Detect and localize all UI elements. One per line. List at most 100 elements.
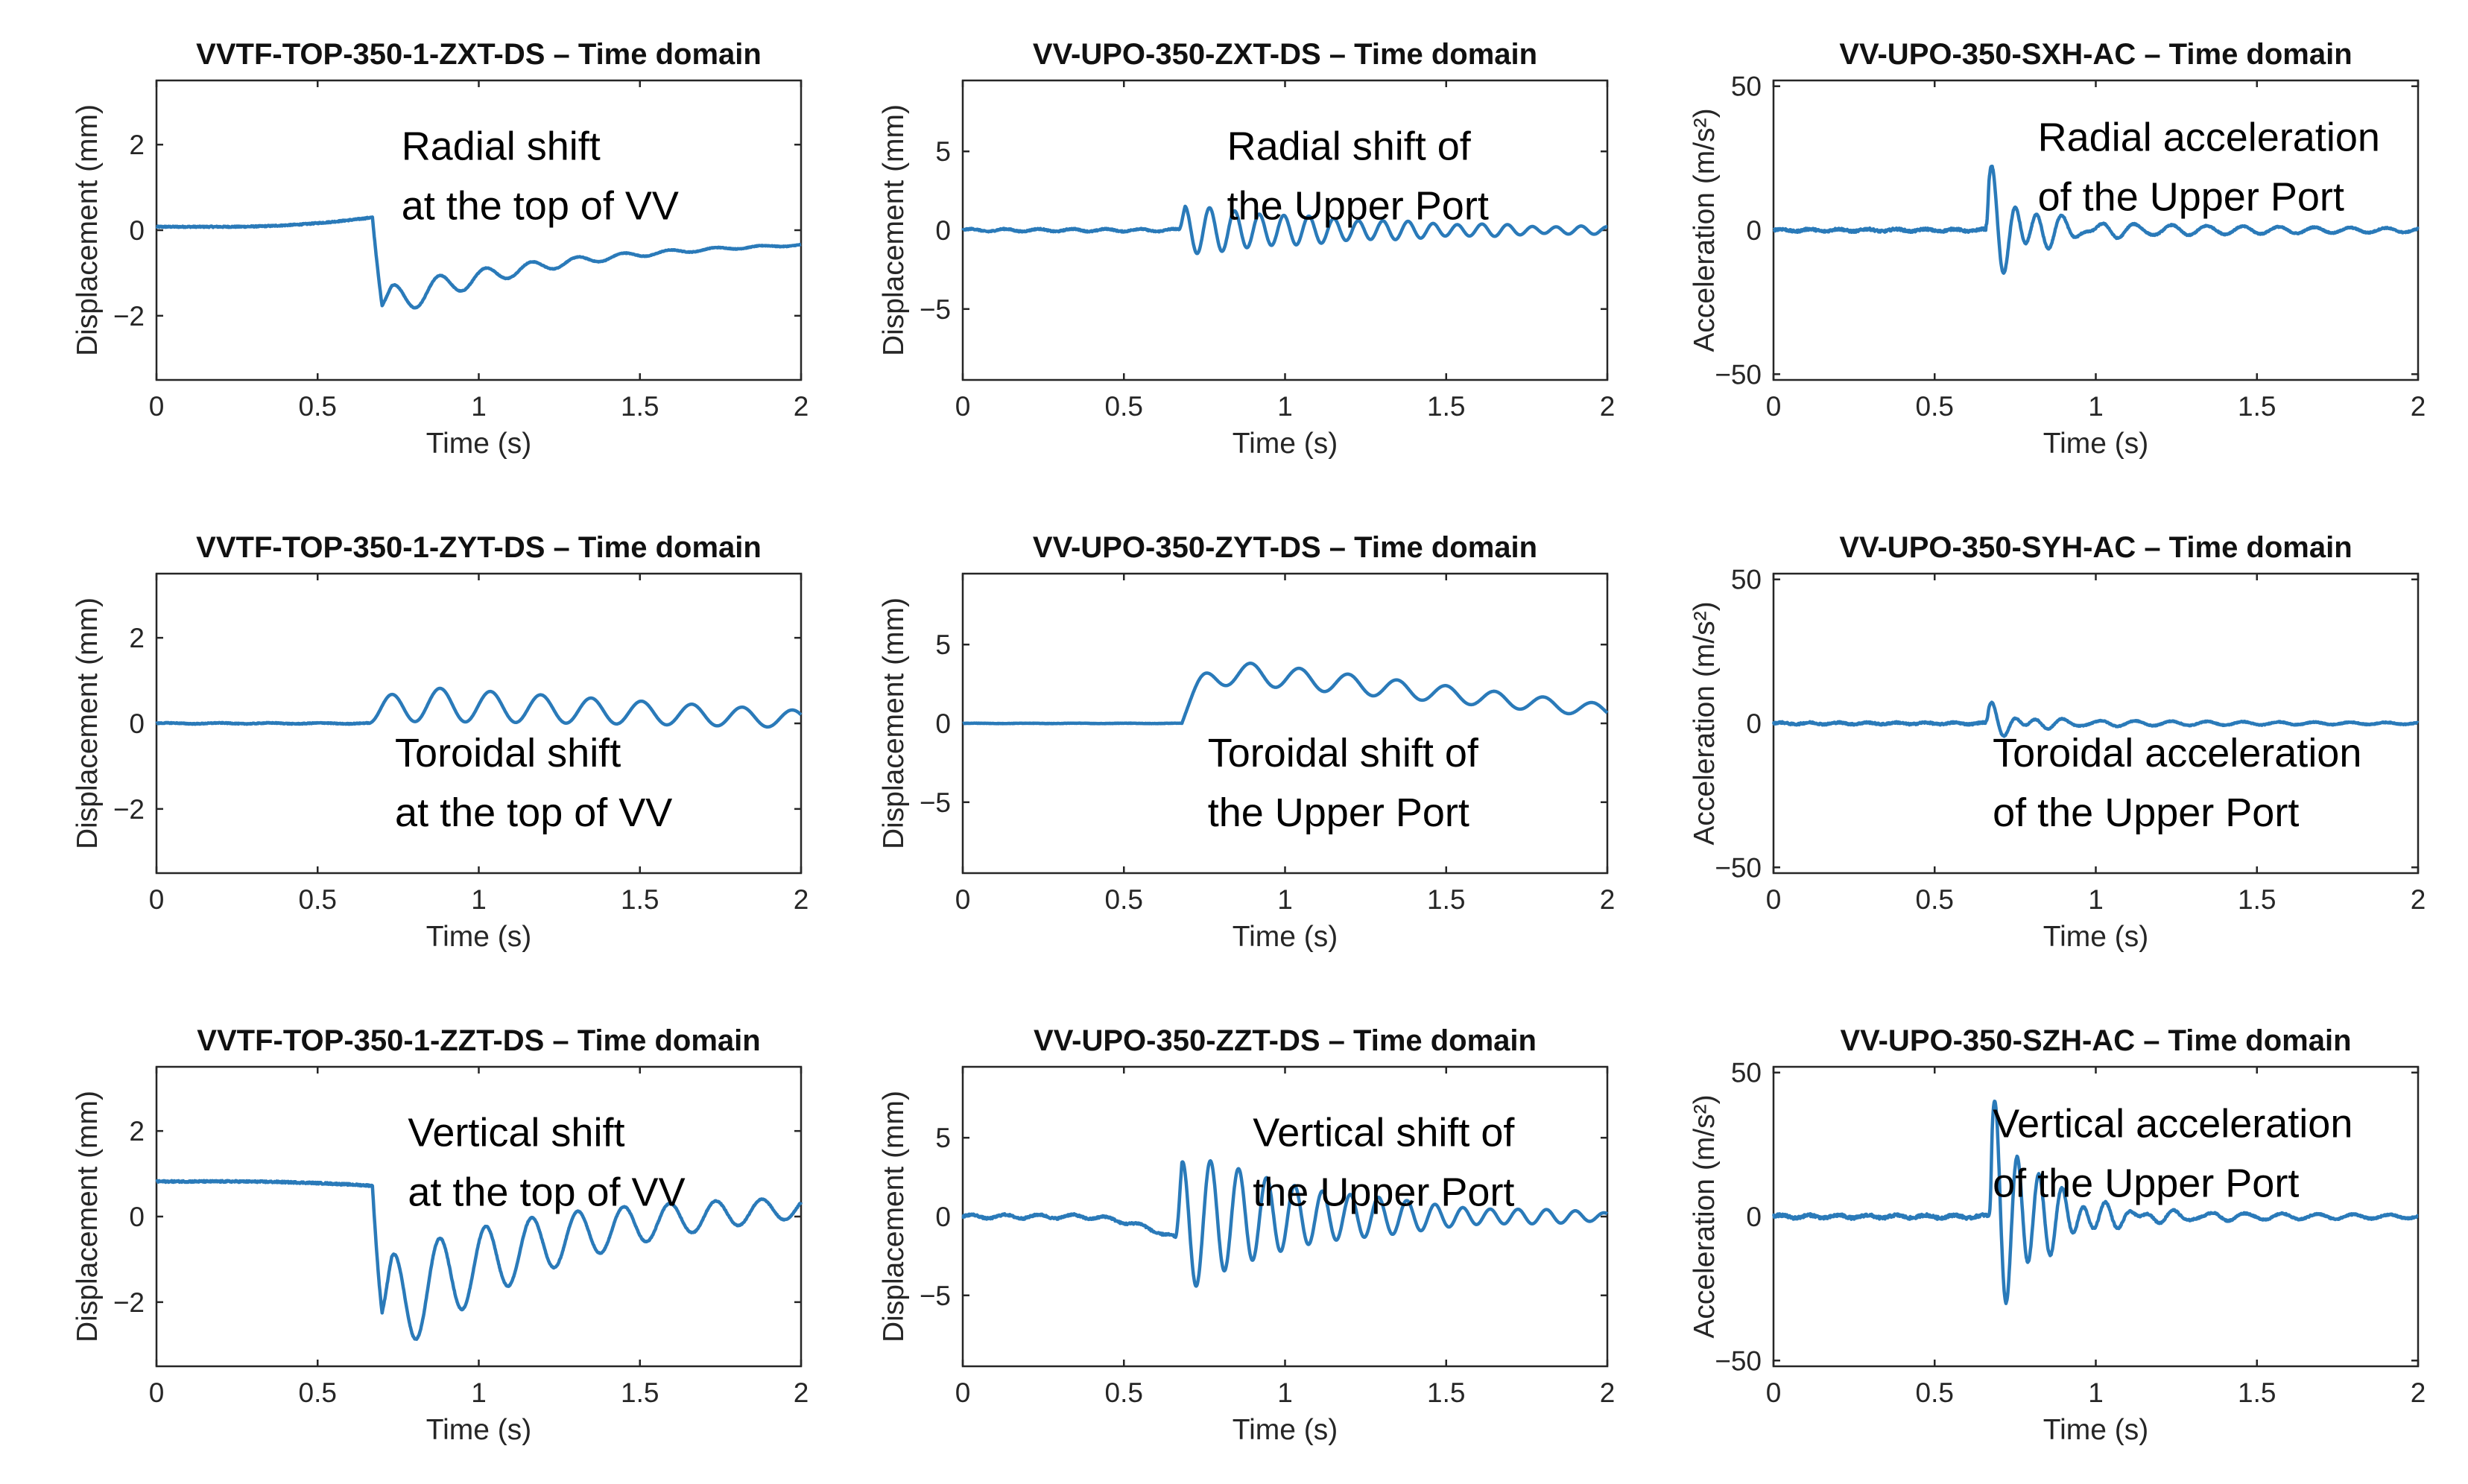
x-axis-label: Time (s) <box>1233 1414 1338 1446</box>
x-tick-label: 0 <box>955 884 971 915</box>
x-tick-label: 0.5 <box>299 391 337 422</box>
y-tick-label: 0 <box>129 708 145 739</box>
panel-4: VVTF-TOP-350-1-ZYT-DS – Time domain 0 0.5 1… <box>72 531 809 953</box>
annotation-line: Vertical shift <box>408 1110 624 1155</box>
x-tick-label: 0 <box>955 1377 971 1408</box>
data-series-line <box>155 686 803 729</box>
annotation-line: the Upper Port <box>1253 1170 1514 1214</box>
y-tick-label: 0 <box>1746 708 1762 739</box>
x-tick-label: 2 <box>794 884 809 915</box>
y-axis-label: Displacement (mm) <box>878 597 910 849</box>
x-axis-label: Time (s) <box>2043 1414 2149 1446</box>
annotation-line: Radial acceleration <box>2038 115 2380 159</box>
y-tick-label: 5 <box>935 1123 951 1153</box>
y-tick-label: −2 <box>113 1287 145 1318</box>
x-tick-label: 0.5 <box>1916 884 1954 915</box>
annotation-line: Vertical shift of <box>1253 1110 1515 1155</box>
x-axis-label: Time (s) <box>426 921 532 953</box>
annotation-line: Radial shift of <box>1227 124 1472 168</box>
plot-area <box>155 1065 803 1368</box>
chart-title: VV-UPO-350-ZYT-DS – Time domain <box>1033 531 1537 564</box>
y-tick-label: −50 <box>1715 852 1762 883</box>
x-axis-label: Time (s) <box>1233 428 1338 460</box>
x-tick-label: 1.5 <box>621 391 659 422</box>
x-tick-label: 1 <box>471 1377 487 1408</box>
panel-2: VV-UPO-350-ZXT-DS – Time domain 0 0.5 1 1.5 2… <box>878 38 1615 460</box>
x-tick-label: 0 <box>149 884 165 915</box>
data-series-line <box>961 1158 1609 1288</box>
x-tick-label: 0 <box>955 391 971 422</box>
x-tick-label: 2 <box>1600 1377 1616 1408</box>
chart-title: VVTF-TOP-350-1-ZYT-DS – Time domain <box>196 531 762 564</box>
x-tick-label: 2 <box>1600 884 1616 915</box>
y-tick-label: −5 <box>920 787 951 818</box>
annotation-line: of the Upper Port <box>1993 790 2299 835</box>
annotation-line: of the Upper Port <box>1993 1161 2299 1205</box>
x-tick-label: 1 <box>471 884 487 915</box>
y-tick-label: 0 <box>935 215 951 246</box>
x-tick-label: 0 <box>149 1377 165 1408</box>
y-tick-label: 0 <box>1746 1202 1762 1232</box>
y-axis-label: Acceleration (m/s²) <box>1689 1094 1721 1338</box>
y-axis-label: Displacement (mm) <box>878 104 910 356</box>
x-tick-label: 0 <box>1766 391 1782 422</box>
x-axis-label: Time (s) <box>1233 921 1338 953</box>
y-tick-label: 50 <box>1731 72 1762 102</box>
y-tick-label: 0 <box>129 215 145 246</box>
annotation-line: Toroidal acceleration <box>1993 731 2361 776</box>
chart-title: VV-UPO-350-SXH-AC – Time domain <box>1839 38 2352 71</box>
chart-title: VV-UPO-350-ZXT-DS – Time domain <box>1033 38 1537 71</box>
x-tick-label: 0.5 <box>1916 391 1954 422</box>
x-tick-label: 2 <box>2411 1377 2426 1408</box>
data-series-line <box>155 1179 803 1341</box>
panel-7: VVTF-TOP-350-1-ZZT-DS – Time domain 0 0.5 1… <box>72 1024 809 1446</box>
chart-title: VV-UPO-350-ZZT-DS – Time domain <box>1034 1024 1537 1057</box>
x-tick-label: 1 <box>2088 391 2104 422</box>
y-tick-label: 0 <box>935 708 951 739</box>
x-tick-label: 2 <box>2411 884 2426 915</box>
x-tick-label: 0 <box>149 391 165 422</box>
x-tick-label: 2 <box>794 391 809 422</box>
x-tick-label: 2 <box>794 1377 809 1408</box>
panel-3: VV-UPO-350-SXH-AC – Time domain 0 0.5 1 1.5 2… <box>1689 38 2426 460</box>
annotation-line: Vertical acceleration <box>1993 1101 2352 1146</box>
y-tick-label: 50 <box>1731 1058 1762 1088</box>
x-axis-label: Time (s) <box>426 1414 532 1446</box>
y-tick-label: −5 <box>920 1281 951 1311</box>
x-tick-label: 0 <box>1766 884 1782 915</box>
x-tick-label: 2 <box>1600 391 1616 422</box>
annotation-line: Radial shift <box>402 124 601 168</box>
y-axis-label: Displacement (mm) <box>72 104 104 356</box>
x-tick-label: 0.5 <box>1916 1377 1954 1408</box>
data-series-line <box>961 204 1609 256</box>
y-tick-label: 2 <box>129 1116 145 1147</box>
y-tick-label: 2 <box>129 623 145 653</box>
x-tick-label: 1.5 <box>2238 1377 2276 1408</box>
data-series-line <box>961 662 1609 726</box>
x-tick-label: 1 <box>2088 1377 2104 1408</box>
chart-title: VVTF-TOP-350-1-ZZT-DS – Time domain <box>197 1024 760 1057</box>
x-tick-label: 0.5 <box>299 1377 337 1408</box>
x-axis-label: Time (s) <box>2043 921 2149 953</box>
panel-6: VV-UPO-350-SYH-AC – Time domain 0 0.5 1 1.5 2… <box>1689 531 2426 953</box>
x-tick-label: 0.5 <box>299 884 337 915</box>
x-tick-label: 2 <box>2411 391 2426 422</box>
y-tick-label: −2 <box>113 794 145 825</box>
y-axis-label: Acceleration (m/s²) <box>1689 601 1721 845</box>
chart-title: VV-UPO-350-SZH-AC – Time domain <box>1840 1024 2351 1057</box>
x-tick-label: 1.5 <box>2238 884 2276 915</box>
y-tick-label: −5 <box>920 294 951 325</box>
y-axis-label: Displacement (mm) <box>72 1091 104 1342</box>
x-axis-label: Time (s) <box>2043 428 2149 460</box>
x-tick-label: 1.5 <box>1427 884 1465 915</box>
annotation-line: of the Upper Port <box>2038 174 2344 219</box>
x-axis-label: Time (s) <box>426 428 532 460</box>
panel-1: VVTF-TOP-350-1-ZXT-DS – Time domain 0 0.5 1… <box>72 38 809 460</box>
x-tick-label: 1.5 <box>621 884 659 915</box>
y-tick-label: 5 <box>935 136 951 167</box>
plot-area <box>155 79 803 381</box>
y-tick-label: −50 <box>1715 1345 1762 1376</box>
x-tick-label: 1 <box>1277 391 1293 422</box>
x-tick-label: 1 <box>1277 1377 1293 1408</box>
